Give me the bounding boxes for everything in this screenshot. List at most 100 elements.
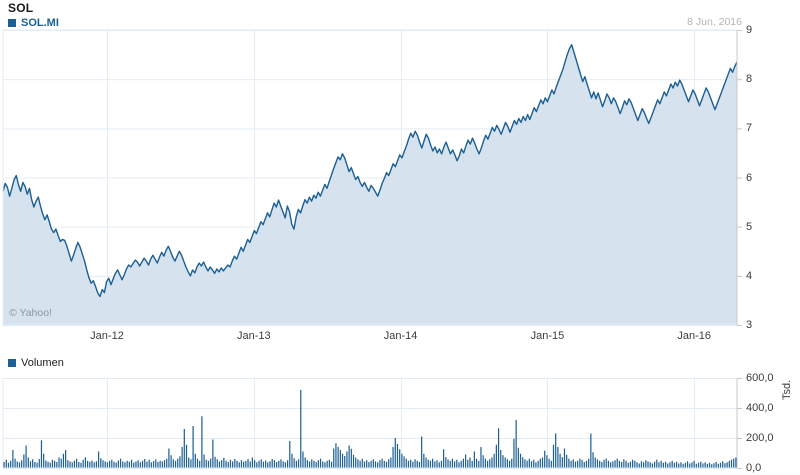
volume-bar — [350, 448, 352, 468]
volume-bar — [278, 460, 280, 468]
volume-bar — [322, 461, 324, 468]
volume-bar — [258, 460, 260, 468]
volume-bar — [629, 461, 632, 468]
volume-bar — [583, 462, 585, 468]
volume-bar — [80, 462, 82, 468]
volume-bar — [359, 460, 361, 468]
volume-bar — [700, 461, 702, 468]
volume-bar — [93, 462, 95, 468]
volume-bar — [541, 457, 544, 468]
volume-bar — [260, 459, 262, 468]
volume-bar — [656, 459, 658, 468]
volume-bar — [702, 463, 704, 468]
volume-bar — [276, 462, 278, 468]
x-tick-label: Jan-13 — [236, 330, 271, 342]
volume-bar — [47, 461, 49, 468]
volume-bar — [522, 457, 524, 468]
volume-bar — [177, 458, 179, 468]
volume-bar — [45, 460, 47, 468]
volume-bar — [603, 459, 605, 468]
volume-bar — [695, 463, 697, 468]
volume-bar — [379, 460, 381, 468]
volume-bar — [616, 458, 618, 468]
price-y-tick-label: 3 — [746, 319, 753, 331]
volume-bar — [302, 451, 304, 468]
volume-bar — [326, 460, 328, 468]
volume-bar — [724, 463, 726, 468]
volume-bar — [621, 462, 623, 468]
volume-bar — [447, 459, 449, 468]
volume-bar — [214, 456, 216, 468]
volume-bar — [119, 458, 122, 468]
volume-bar — [416, 460, 418, 468]
volume-bar — [730, 459, 733, 468]
volume-bar — [596, 459, 599, 468]
volume-bar — [137, 460, 139, 468]
volume-bar — [130, 459, 133, 468]
volume-bar — [590, 433, 592, 468]
volume-bar — [594, 457, 596, 468]
volume-bar — [62, 453, 65, 468]
volume-bar — [348, 445, 350, 468]
volume-bar — [341, 453, 344, 468]
volume-bar — [306, 460, 308, 468]
volume-bar — [599, 460, 601, 468]
volume-bar — [192, 426, 194, 468]
volume-bar — [69, 461, 71, 468]
x-tick-label: Jan-14 — [383, 330, 418, 342]
volume-bar — [390, 457, 392, 468]
volume-bar — [183, 429, 185, 468]
chart-date: 8 Jun, 2016 — [687, 16, 742, 28]
volume-bar — [519, 453, 522, 468]
volume-bar — [124, 462, 126, 468]
volume-bar — [3, 462, 5, 468]
volume-bar — [634, 460, 636, 468]
volume-bar — [506, 459, 508, 468]
volume-bar — [601, 462, 603, 468]
volume-bar — [563, 448, 566, 468]
volume-bar — [706, 463, 708, 468]
volume-bar — [254, 460, 256, 468]
volume-bar — [139, 462, 141, 468]
volume-bar — [374, 461, 377, 468]
volume-bar — [539, 458, 541, 468]
volume-bar — [265, 460, 267, 468]
volume-bar — [18, 462, 21, 468]
volume-y-tick-label: 600,0 — [746, 372, 774, 384]
volume-bar — [174, 460, 177, 468]
volume-bar — [577, 460, 579, 468]
volume-bar — [201, 416, 203, 468]
volume-bar — [170, 455, 172, 468]
volume-bar — [185, 444, 188, 468]
volume-bar — [528, 458, 530, 468]
volume-bar — [504, 457, 506, 468]
volume-bar — [67, 460, 69, 468]
volume-bar — [32, 459, 34, 468]
volume-bar — [480, 447, 482, 468]
volume-bar — [489, 459, 491, 468]
volume-bar — [392, 447, 394, 468]
volume-bar — [363, 461, 366, 468]
volume-bar — [491, 457, 493, 468]
volume-bar — [159, 460, 161, 468]
volume-bar — [432, 458, 434, 468]
price-y-tick-label: 5 — [746, 220, 753, 233]
volume-bar — [27, 457, 29, 468]
volume-bar — [627, 462, 629, 468]
volume-bar — [14, 458, 16, 468]
volume-bar — [128, 461, 130, 468]
volume-chart-svg — [2, 378, 742, 469]
volume-bar — [653, 461, 656, 468]
legend-price-label: SOL.MI — [21, 17, 59, 29]
price-y-tick-label: 8 — [746, 73, 753, 86]
volume-bar — [163, 460, 166, 468]
volume-bar — [708, 462, 711, 468]
volume-bar — [172, 459, 174, 468]
volume-bar — [205, 459, 207, 468]
volume-bar — [240, 460, 243, 468]
volume-bar — [649, 462, 651, 468]
volume-bar — [526, 460, 528, 468]
volume-bar — [719, 462, 722, 468]
volume-bar — [7, 462, 10, 468]
volume-bar — [344, 456, 346, 468]
